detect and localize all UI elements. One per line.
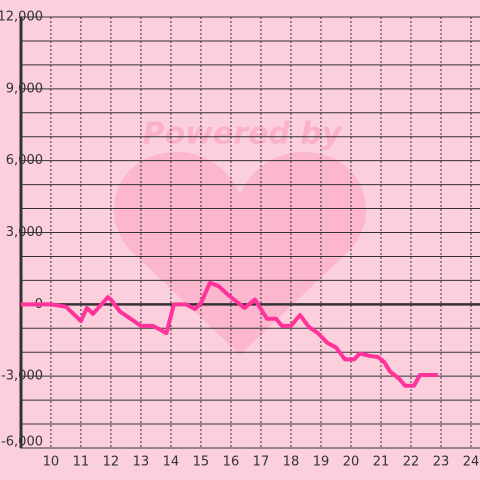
x-tick-label: 17	[253, 455, 270, 470]
x-tick-label: 23	[433, 455, 450, 470]
x-tick-label: 19	[313, 455, 330, 470]
x-tick-label: 11	[73, 455, 90, 470]
y-tick-label: 3,000	[6, 225, 43, 240]
x-tick-label: 20	[343, 455, 360, 470]
x-tick-label: 15	[193, 455, 210, 470]
x-tick-label: 22	[403, 455, 420, 470]
x-tick-label: 12	[103, 455, 120, 470]
watermark-text: Powered by	[143, 117, 343, 152]
x-tick-label: 13	[133, 455, 150, 470]
x-tick-label: 21	[373, 455, 390, 470]
x-tick-label: 18	[283, 455, 300, 470]
x-tick-label: 10	[43, 455, 60, 470]
x-tick-label: 16	[223, 455, 240, 470]
watermark-heart	[114, 151, 366, 355]
y-tick-label: 9,000	[6, 81, 43, 96]
x-tick-label: 14	[163, 455, 180, 470]
data-line	[20, 280, 438, 388]
x-tick-label: 24	[463, 455, 480, 470]
y-tick-label: 6,000	[6, 153, 43, 168]
